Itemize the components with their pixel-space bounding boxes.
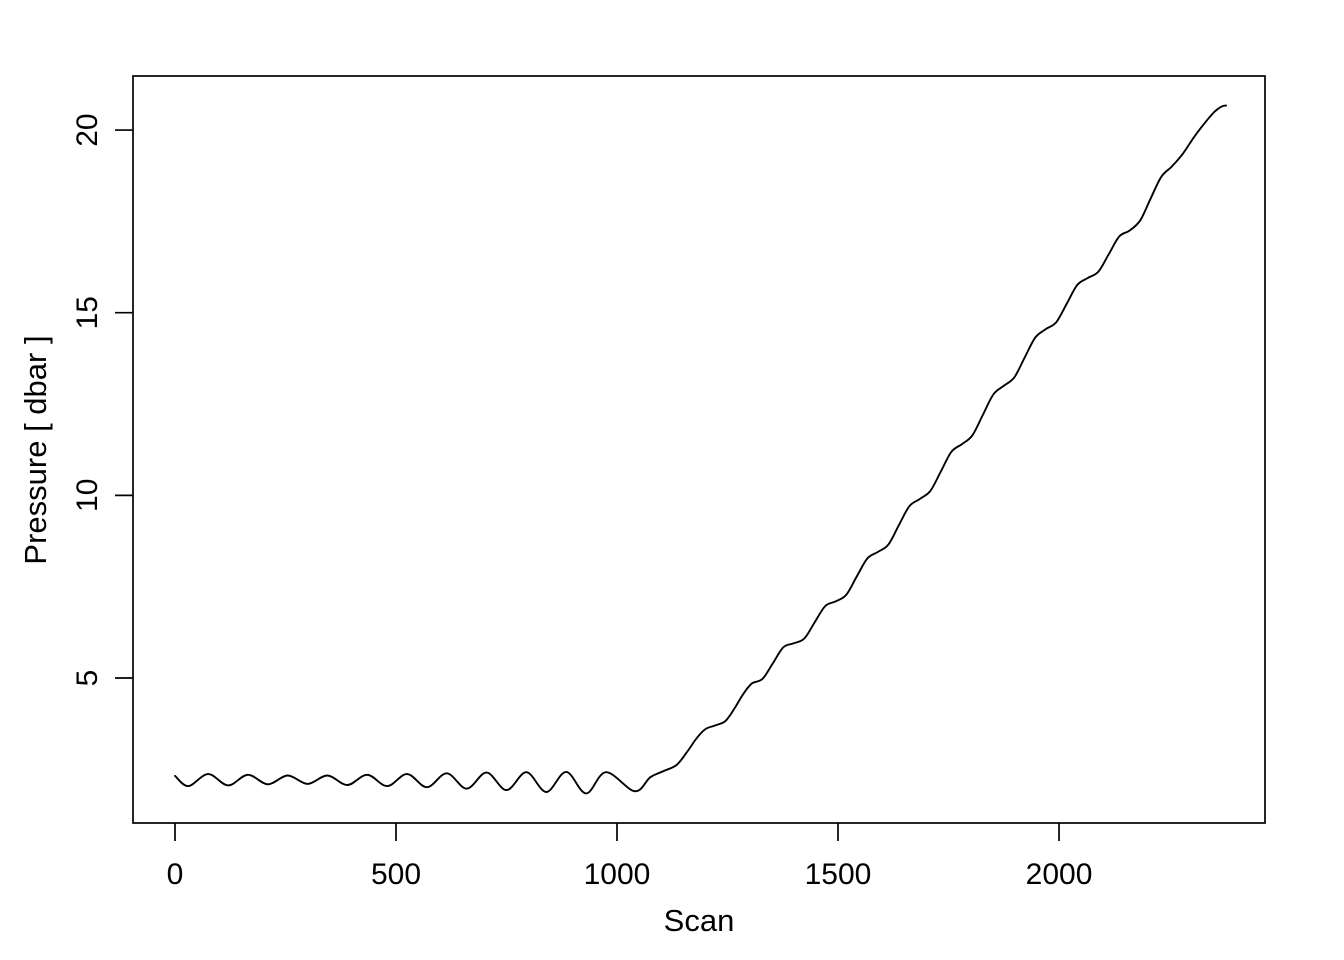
y-axis-tick-labels: 5 10 15 20: [71, 113, 104, 686]
y-axis-ticks: [115, 129, 133, 679]
pressure-line: [174, 104, 1228, 795]
x-axis-title: Scan: [664, 903, 735, 938]
y-tick-label: 15: [71, 296, 104, 329]
y-axis-title: Pressure [ dbar ]: [18, 335, 53, 564]
y-tick-label: 5: [71, 670, 104, 687]
x-tick-label: 500: [371, 858, 421, 891]
y-tick-label: 20: [71, 113, 104, 146]
x-tick-label: 1500: [805, 858, 872, 891]
y-tick-label: 10: [71, 479, 104, 512]
x-tick-label: 0: [167, 858, 184, 891]
plot-box: [132, 75, 1266, 824]
x-tick-label: 1000: [584, 858, 651, 891]
x-tick-label: 2000: [1026, 858, 1093, 891]
x-axis-ticks: [174, 823, 1060, 841]
x-axis-tick-labels: 0 500 1000 1500 2000: [167, 858, 1093, 891]
